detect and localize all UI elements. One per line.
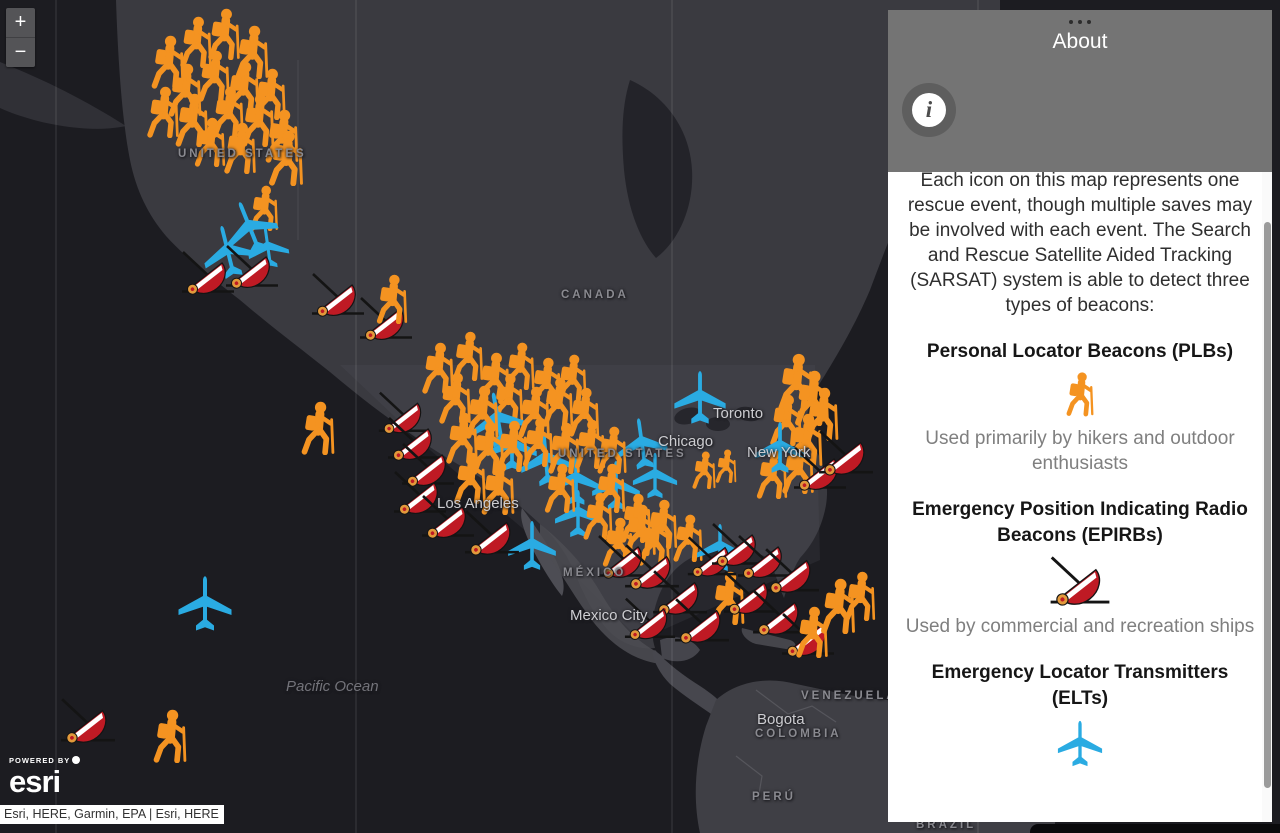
panel-header: About i <box>888 10 1272 172</box>
panel-intro-text: Each icon on this map represents one res… <box>907 172 1253 316</box>
esri-wordmark: esri <box>9 763 61 799</box>
ellipsis-icon <box>1087 19 1091 24</box>
info-glyph: i <box>912 93 946 127</box>
panel-scrollbar-track <box>1262 172 1272 822</box>
beacon-section: Emergency Position Indicating Radio Beac… <box>902 497 1258 639</box>
hiker-icon <box>902 370 1258 423</box>
map-attribution: Esri, HERE, Garmin, EPA | Esri, HERE <box>0 805 224 824</box>
section-heading: Emergency Position Indicating Radio Beac… <box>912 499 1248 546</box>
section-heading: Personal Locator Beacons (PLBs) <box>926 341 1234 362</box>
plane-icon <box>902 717 1258 776</box>
esri-logo[interactable]: POWERED BY esri <box>9 756 81 799</box>
bottom-right-bar <box>1030 824 1280 833</box>
ellipsis-icon <box>1078 19 1082 24</box>
zoom-out-button[interactable]: − <box>6 38 35 67</box>
zoom-in-button[interactable]: + <box>6 8 35 38</box>
beacon-section: Personal Locator Beacons (PLBs) Used prim… <box>902 339 1258 476</box>
ship-icon <box>902 554 1258 611</box>
beacon-section: Emergency Locator Transmitters (ELTs) <box>902 660 1258 776</box>
powered-by-label: POWERED BY <box>9 756 71 765</box>
esri-globe-icon <box>72 756 81 764</box>
zoom-control: + − <box>6 8 35 67</box>
panel-title: About <box>1052 30 1108 53</box>
panel-scrollbar[interactable] <box>1263 222 1271 788</box>
section-heading: Emergency Locator Transmitters (ELTs) <box>931 662 1229 709</box>
section-description: Used primarily by hikers and outdoor ent… <box>925 428 1235 474</box>
section-description: Used by commercial and recreation ships <box>905 616 1255 637</box>
info-icon: i <box>902 83 956 137</box>
about-panel: About i Each icon on this map represents… <box>888 10 1272 822</box>
panel-menu-button[interactable] <box>888 13 1272 27</box>
ellipsis-icon <box>1069 19 1073 24</box>
panel-content: Each icon on this map represents one res… <box>888 172 1272 822</box>
